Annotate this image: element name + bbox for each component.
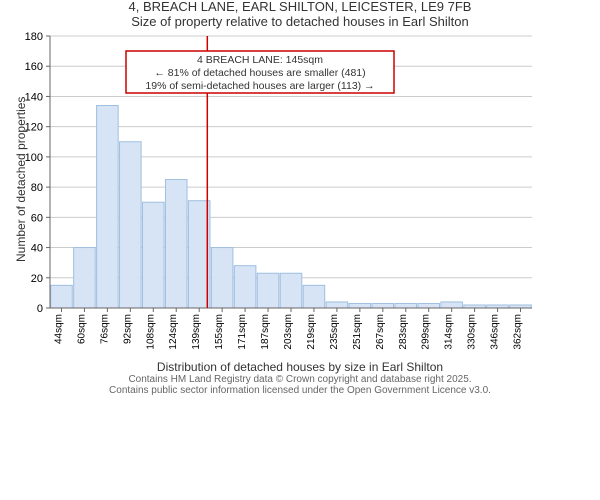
histogram-bar bbox=[257, 273, 279, 308]
x-tick-label: 299sqm bbox=[421, 314, 432, 350]
histogram-bar bbox=[142, 202, 164, 308]
histogram-chart: 02040608010012014016018044sqm60sqm76sqm9… bbox=[0, 30, 540, 360]
title-block: 4, BREACH LANE, EARL SHILTON, LEICESTER,… bbox=[0, 0, 600, 30]
x-tick-label: 346sqm bbox=[490, 314, 501, 350]
histogram-bar bbox=[326, 302, 348, 308]
y-axis-label: Number of detached properties bbox=[14, 96, 28, 261]
histogram-bar bbox=[280, 273, 302, 308]
histogram-bar bbox=[349, 303, 371, 308]
y-tick-label: 20 bbox=[31, 273, 43, 285]
x-tick-label: 92sqm bbox=[122, 314, 133, 344]
x-tick-label: 171sqm bbox=[237, 314, 248, 350]
histogram-bar bbox=[97, 105, 119, 307]
footer-line-2: Contains public sector information licen… bbox=[0, 385, 600, 397]
x-tick-label: 187sqm bbox=[260, 314, 271, 350]
histogram-bar bbox=[395, 303, 417, 308]
x-tick-label: 108sqm bbox=[145, 314, 156, 350]
x-tick-label: 330sqm bbox=[467, 314, 478, 350]
y-tick-label: 0 bbox=[37, 303, 43, 315]
histogram-bar bbox=[165, 179, 187, 307]
x-tick-label: 362sqm bbox=[513, 314, 524, 350]
histogram-bar bbox=[418, 303, 440, 308]
x-tick-label: 283sqm bbox=[398, 314, 409, 350]
x-tick-label: 267sqm bbox=[375, 314, 386, 350]
x-tick-label: 124sqm bbox=[168, 314, 179, 350]
histogram-bar bbox=[211, 247, 233, 307]
x-tick-label: 139sqm bbox=[191, 314, 202, 350]
footer-line-1: Contains HM Land Registry data © Crown c… bbox=[0, 374, 600, 386]
histogram-bar bbox=[120, 142, 142, 308]
histogram-bar bbox=[74, 247, 96, 307]
histogram-bar bbox=[441, 302, 463, 308]
y-tick-label: 180 bbox=[25, 31, 43, 43]
histogram-bar bbox=[372, 303, 394, 308]
annotation-text: ← 81% of detached houses are smaller (48… bbox=[154, 67, 365, 79]
x-tick-label: 251sqm bbox=[352, 314, 363, 350]
title-line-1: 4, BREACH LANE, EARL SHILTON, LEICESTER,… bbox=[0, 0, 600, 15]
plot-area: Number of detached properties 0 20 40 60 80 1… bbox=[0, 30, 600, 360]
y-tick-label: 60 bbox=[31, 212, 43, 224]
x-tick-label: 76sqm bbox=[99, 314, 110, 344]
histogram-bar bbox=[234, 266, 256, 308]
histogram-bar bbox=[303, 285, 325, 308]
x-tick-label: 44sqm bbox=[53, 314, 64, 344]
histogram-bar bbox=[51, 285, 73, 308]
x-tick-label: 60sqm bbox=[76, 314, 87, 344]
x-tick-label: 235sqm bbox=[329, 314, 340, 350]
title-line-2: Size of property relative to detached ho… bbox=[0, 15, 600, 30]
y-tick-label: 80 bbox=[31, 182, 43, 194]
x-tick-label: 314sqm bbox=[444, 314, 455, 350]
x-tick-label: 203sqm bbox=[283, 314, 294, 350]
x-axis-label: Distribution of detached houses by size … bbox=[0, 360, 600, 374]
x-tick-label: 219sqm bbox=[306, 314, 317, 350]
footer-attribution: Contains HM Land Registry data © Crown c… bbox=[0, 374, 600, 397]
annotation-text: 4 BREACH LANE: 145sqm bbox=[197, 54, 323, 66]
annotation-text: 19% of semi-detached houses are larger (… bbox=[145, 80, 374, 92]
x-tick-label: 155sqm bbox=[214, 314, 225, 350]
y-tick-label: 40 bbox=[31, 242, 43, 254]
y-tick-label: 160 bbox=[25, 61, 43, 73]
